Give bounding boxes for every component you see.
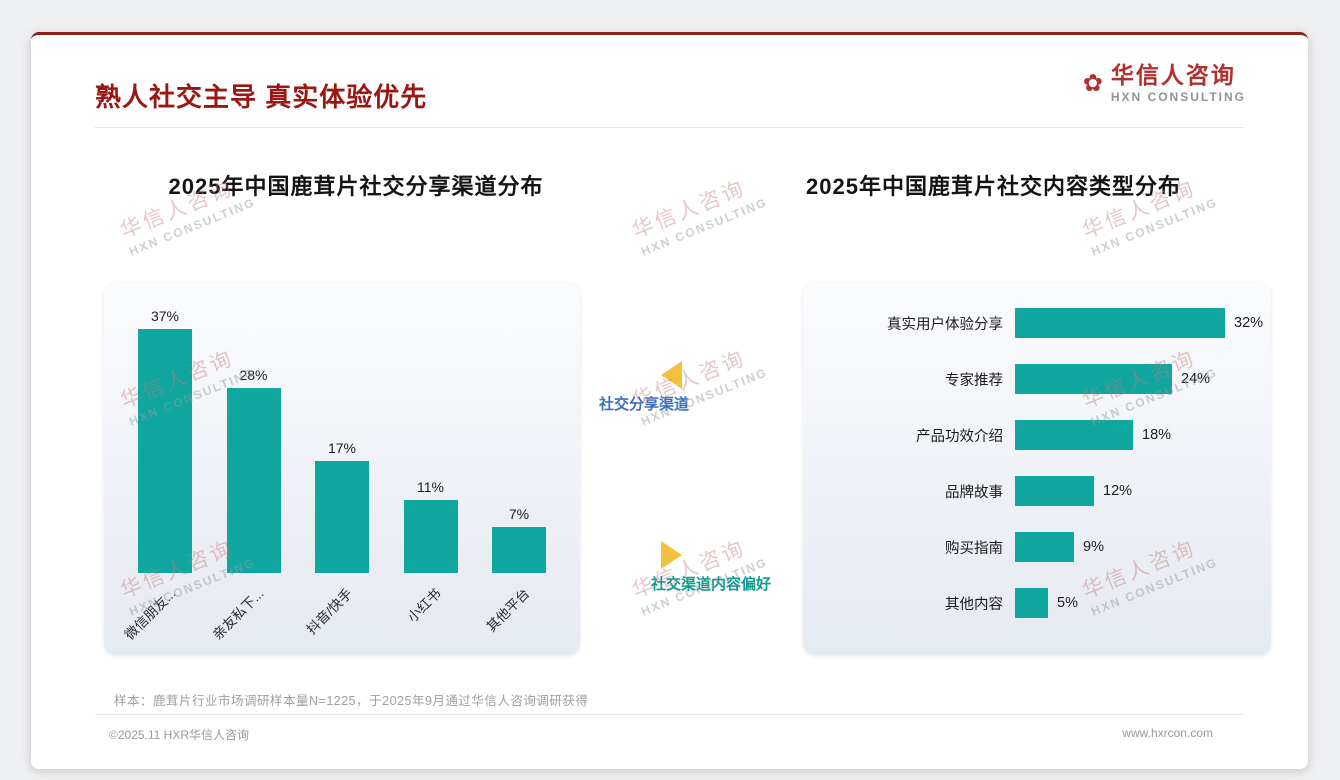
annotation-share-channel: 社交分享渠道 <box>598 396 689 413</box>
content-type-chart: 真实用户体验分享 32% 专家推荐 24% 产品功效介绍 18% 品牌故事 12% 购买指南 9%… <box>803 283 1271 655</box>
bar <box>492 527 546 573</box>
hbar-value-label: 32% <box>1234 315 1264 331</box>
bar-value-label: 37% <box>150 308 180 324</box>
hbar-row: 品牌故事 12% <box>803 463 1271 519</box>
hbar <box>1015 476 1094 506</box>
flower-icon: ✿ <box>1082 69 1103 97</box>
brand-logo-text: 华信人咨询 HXN CONSULTING <box>1110 62 1246 105</box>
brand-logo: ✿ 华信人咨询 HXN CONSULTING <box>1082 62 1246 105</box>
bar <box>315 461 369 573</box>
bar-category-label: 小红书 <box>404 585 444 626</box>
hbar <box>1015 532 1074 562</box>
footer-divider <box>95 714 1244 715</box>
sample-note: 样本：鹿茸片行业市场调研样本量N=1225，于2025年9月通过华信人咨询调研获… <box>114 694 589 708</box>
bar-category-label: 亲友私下... <box>210 585 267 643</box>
hbar <box>1015 420 1133 450</box>
hbar-value-label: 5% <box>1057 595 1078 611</box>
hbar <box>1015 588 1048 618</box>
watermark: 华信人咨询 HXN CONSULTING <box>629 176 770 259</box>
bar-value-label: 7% <box>508 506 530 522</box>
bar-column: 28% 亲友私下... <box>210 283 281 643</box>
brand-subtitle: HXN CONSULTING <box>1110 90 1246 105</box>
page-title: 熟人社交主导 真实体验优先 <box>95 82 428 112</box>
hbar-row: 产品功效介绍 18% <box>803 407 1271 463</box>
social-share-channel-chart: 37% 微信朋友... 28% 亲友私下... 17% 抖音/快手 11% 小红书 7% 其他平台 <box>104 283 580 655</box>
watermark: 华信人咨询 HXN CONSULTING <box>629 346 770 429</box>
left-chart-title: 2025年中国鹿茸片社交分享渠道分布 <box>168 174 544 199</box>
bar-value-label: 28% <box>239 367 268 383</box>
bar <box>403 500 458 573</box>
brand-name: 华信人咨询 <box>1110 62 1236 88</box>
hbar-row: 专家推荐 24% <box>803 351 1271 407</box>
hbar <box>1015 364 1172 394</box>
bar-column: 7% 其他平台 <box>484 283 546 635</box>
hbar-category-label: 品牌故事 <box>945 484 1003 501</box>
slide-card: 熟人社交主导 真实体验优先 ✿ 华信人咨询 HXN CONSULTING 202… <box>31 32 1308 769</box>
bar-column: 11% 小红书 <box>403 283 458 625</box>
hbar-value-label: 12% <box>1103 483 1133 499</box>
bar-category-label: 其他平台 <box>483 585 533 635</box>
annotation-content-preference: 社交渠道内容偏好 <box>650 576 771 593</box>
hbar-category-label: 其他内容 <box>945 596 1003 613</box>
hbar-category-label: 产品功效介绍 <box>916 428 1003 445</box>
hbar-row: 其他内容 5% <box>803 575 1271 631</box>
footer-website: www.hxrcon.com <box>1122 726 1213 740</box>
header-divider <box>95 127 1244 128</box>
bar <box>226 388 281 573</box>
hbar-category-label: 专家推荐 <box>945 372 1003 389</box>
bar-category-label: 抖音/快手 <box>303 585 356 638</box>
hbar-row: 真实用户体验分享 32% <box>803 295 1271 351</box>
bar-column: 17% 抖音/快手 <box>304 283 369 637</box>
hbar-category-label: 真实用户体验分享 <box>887 316 1003 333</box>
hbar-row: 购买指南 9% <box>803 519 1271 575</box>
bar <box>138 329 192 573</box>
bar-column: 37% 微信朋友... <box>122 283 192 643</box>
right-chart-title: 2025年中国鹿茸片社交内容类型分布 <box>806 174 1181 199</box>
arrow-left-icon <box>661 361 682 389</box>
bar-value-label: 17% <box>327 440 357 456</box>
arrow-right-icon <box>661 541 682 569</box>
bar-category-label: 微信朋友... <box>121 585 179 643</box>
vertical-bars: 37% 微信朋友... 28% 亲友私下... 17% 抖音/快手 11% 小红书 7% 其他平台 <box>104 283 580 643</box>
footer-copyright: ©2025.11 HXR华信人咨询 <box>109 728 249 742</box>
hbar-value-label: 24% <box>1181 371 1211 387</box>
hbar-value-label: 18% <box>1142 427 1172 443</box>
bar-value-label: 11% <box>417 479 444 495</box>
hbar <box>1015 308 1225 338</box>
hbar-category-label: 购买指南 <box>945 540 1003 557</box>
hbar-value-label: 9% <box>1083 539 1104 555</box>
